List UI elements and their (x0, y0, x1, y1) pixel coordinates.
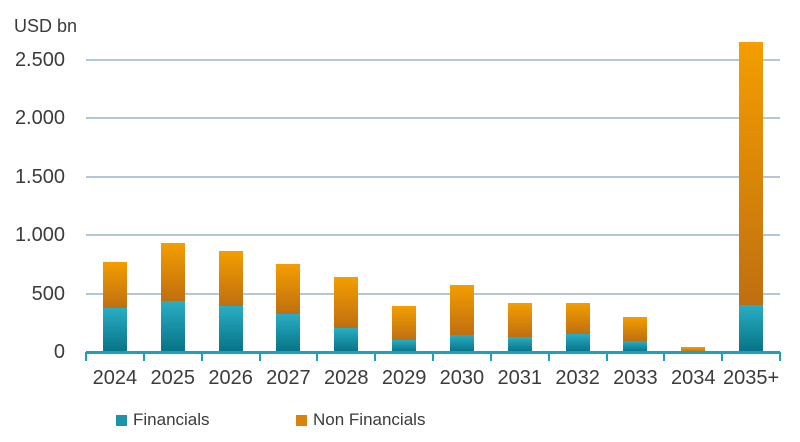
bar-segment-financials-2025 (160, 300, 185, 352)
financials-swatch-icon (116, 414, 127, 426)
bar-segment-financials-2033 (623, 340, 648, 352)
bar-segment-financials-2030 (449, 335, 474, 352)
bar-segment-non-financials-2031 (507, 302, 532, 337)
x-axis-label-2028: 2028 (324, 367, 369, 389)
gridline-2.000 (86, 117, 780, 119)
bar-segment-financials-2024 (102, 307, 127, 352)
bar-segment-non-financials-2032 (565, 303, 590, 334)
x-axis-tick (547, 352, 550, 361)
x-axis-label-2031: 2031 (497, 367, 543, 389)
x-axis-tick (374, 352, 377, 361)
bar-segment-non-financials-2024 (102, 261, 127, 308)
x-axis-label-2035+: 2035+ (722, 367, 780, 389)
bar-segment-non-financials-2030 (449, 284, 474, 336)
x-axis-tick (605, 352, 608, 361)
bar-segment-non-financials-2026 (218, 250, 243, 306)
y-axis-label: 2.500 (14, 48, 65, 71)
x-axis-tick (432, 352, 434, 361)
bar-segment-financials-2027 (276, 313, 301, 352)
legend-item-financials: Financials (116, 410, 210, 430)
x-axis-tick (258, 352, 261, 361)
x-axis-tick (721, 352, 724, 361)
bar-segment-non-financials-2025 (160, 243, 185, 301)
gridline-1.000 (86, 234, 780, 236)
x-axis-tick (663, 352, 666, 361)
gridline-1.500 (86, 175, 780, 178)
bar-segment-non-financials-2028 (334, 276, 359, 328)
non-financials-swatch-icon (296, 414, 307, 426)
y-axis-label: 0 (53, 341, 65, 363)
bar-segment-financials-2026 (218, 305, 243, 352)
gridline-2.500 (86, 58, 780, 61)
y-axis-label: 500 (31, 282, 65, 305)
y-axis-label: 2.000 (14, 107, 65, 129)
x-axis-tick (142, 352, 145, 361)
x-axis-tick (85, 352, 87, 361)
bar-segment-non-financials-2029 (392, 305, 417, 341)
bar-segment-non-financials-2035+ (739, 41, 764, 306)
x-axis-label-2029: 2029 (381, 367, 427, 389)
gridline-500 (86, 292, 780, 295)
chart-title: USD bn (14, 16, 78, 36)
x-axis-label-2025: 2025 (150, 367, 196, 389)
bar-segment-non-financials-2033 (623, 317, 648, 341)
legend-label-financials: Financials (133, 410, 210, 429)
x-axis-tick (200, 352, 203, 361)
x-axis-label-2026: 2026 (208, 367, 253, 389)
bar-segment-financials-2028 (334, 328, 359, 352)
x-axis-label-2034: 2034 (671, 367, 716, 389)
bar-segment-financials-2029 (392, 340, 417, 352)
x-axis-label-2030: 2030 (439, 367, 485, 389)
legend-item-non-financials: Non Financials (296, 410, 425, 430)
x-axis-label-2024: 2024 (92, 367, 138, 389)
bar-segment-financials-2035+ (739, 305, 764, 352)
bar-segment-non-financials-2027 (276, 264, 301, 314)
x-axis-label-2027: 2027 (266, 367, 311, 389)
y-axis-label: 1.000 (14, 224, 65, 246)
bar-segment-financials-2031 (507, 336, 532, 352)
x-axis-tick (316, 352, 319, 361)
x-axis-tick (489, 352, 492, 361)
y-axis-label: 1.500 (14, 165, 65, 188)
legend-label-non-financials: Non Financials (313, 410, 426, 429)
x-axis-label-2033: 2033 (613, 367, 658, 389)
x-axis-tick (779, 352, 781, 361)
x-axis-label-2032: 2032 (555, 367, 600, 389)
bar-segment-non-financials-2034 (681, 346, 706, 352)
bar-segment-financials-2032 (565, 333, 590, 352)
